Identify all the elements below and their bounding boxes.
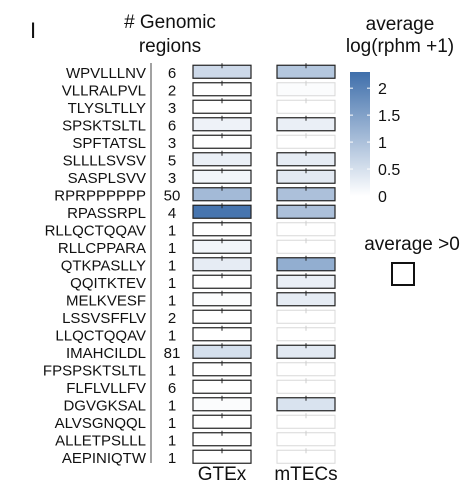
row-count-label: 1 [168,415,176,432]
row-count-label: 2 [168,82,176,99]
column-label-mtecs: mTECs [274,464,337,485]
heatmap-rows: WPVLLLNV 6 VLLRALPVL 2 TLYSLTLLY 3 SPSKTSLTL 6 S… [43,63,336,467]
row-peptide-label: MELKVESF [66,292,146,309]
row-count-label: 6 [168,117,176,134]
row-count-label: 1 [168,275,176,292]
row-count-label: 81 [164,345,181,362]
row-peptide-label: SASPLSVV [68,170,146,187]
colorbar-title-line-1: average [366,14,435,35]
row-peptide-label: SLLLLSVSV [63,152,146,169]
row-count-label: 1 [168,292,176,309]
panel-label: I [30,18,36,43]
count-header-line-2: regions [139,36,201,57]
row-peptide-label: SPFTATSL [72,135,146,152]
row-count-label: 3 [168,100,176,117]
row-count-label: 4 [168,205,176,222]
colorbar-tick-label: 0.5 [378,162,400,179]
row-count-label: 5 [168,152,176,169]
legend-swatch [391,262,415,286]
row-count-label: 1 [168,240,176,257]
row-count-label: 6 [168,65,176,82]
colorbar-tick-label: 1.5 [378,108,400,125]
colorbar-ticks: 0 0.5 1 1.5 2 [350,81,400,206]
row-count-label: 1 [168,327,176,344]
row-peptide-label: WPVLLLNV [66,65,146,82]
row-peptide-label: QTKPASLLY [61,257,146,274]
row-count-label: 1 [168,397,176,414]
colorbar-title-line-2: log(rphm +1) [346,36,454,57]
row-peptide-label: RPASSRPL [67,205,146,222]
row-peptide-label: LSSVSFFLV [62,310,146,327]
row-peptide-label: DGVGKSAL [63,397,146,414]
row-count-label: 3 [168,170,176,187]
row-peptide-label: IMAHCILDL [66,345,146,362]
row-count-label: 1 [168,222,176,239]
row-count-label: 3 [168,135,176,152]
row-peptide-label: RLLCPPARA [58,240,146,257]
row-peptide-label: FLFLVLLFV [66,380,146,397]
count-header-line-1: # Genomic [124,12,216,33]
row-peptide-label: SPSKTSLTL [62,117,146,134]
row-peptide-label: LLQCTQQAV [55,327,146,344]
colorbar-tick-label: 2 [378,81,387,98]
row-peptide-label: VLLRALPVL [62,82,146,99]
row-peptide-label: QQITKTEV [70,275,146,292]
legend-label: average >0 [364,234,460,255]
row-count-label: 50 [164,187,181,204]
row-count-label: 1 [168,432,176,449]
row-peptide-label: RLLQCTQQAV [45,222,146,239]
row-peptide-label: ALLETPSLLL [55,432,146,449]
row-peptide-label: ALVSGNQQL [55,415,146,432]
row-peptide-label: AEPINIQTW [62,450,147,467]
row-peptide-label: TLYSLTLLY [68,100,146,117]
row-peptide-label: RPRPPPPPP [54,187,146,204]
row-peptide-label: FPSPSKTSLTL [43,362,146,379]
row-count-label: 1 [168,257,176,274]
row-count-label: 2 [168,310,176,327]
column-label-gtex: GTEx [198,464,247,485]
row-count-label: 1 [168,362,176,379]
colorbar-gradient [350,72,370,196]
colorbar-tick-label: 1 [378,135,387,152]
row-count-label: 6 [168,380,176,397]
colorbar-tick-label: 0 [378,189,387,206]
row-count-label: 1 [168,450,176,467]
